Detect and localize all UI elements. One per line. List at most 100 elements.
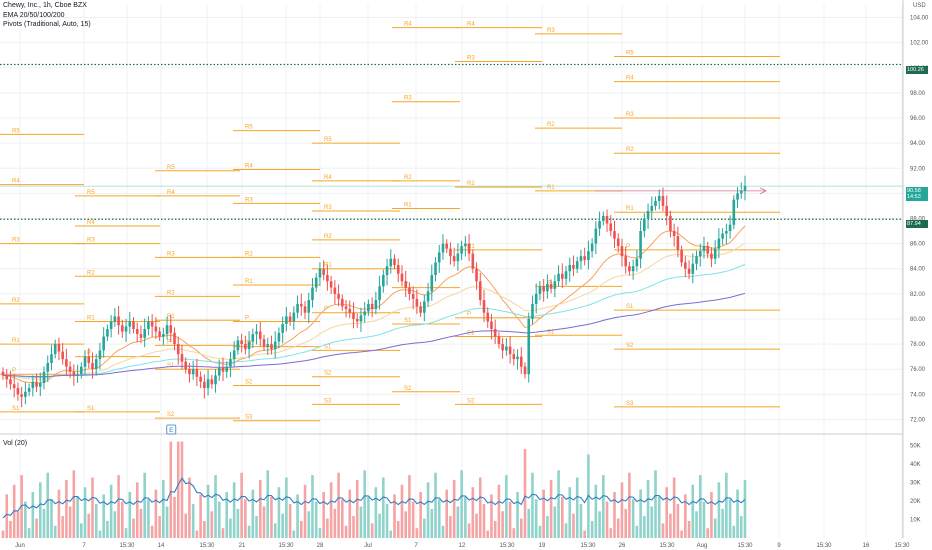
earnings-marker: [166, 424, 177, 435]
volume-bar: [65, 479, 68, 538]
time-axis[interactable]: Jun 7 15:30 14 15:30 21 15:30 28 Jul 7 12 15:30 19 15…: [15, 543, 910, 549]
pivot-label-P: P: [167, 339, 171, 345]
currency-label[interactable]: USD: [913, 3, 926, 9]
time-tick-label: 15:30: [499, 543, 515, 549]
volume-bar: [277, 487, 281, 538]
candle-body: [12, 384, 16, 389]
candle-body: [348, 308, 352, 313]
candle-body: [717, 238, 721, 249]
pivot-label-P: P: [245, 315, 249, 321]
time-tick-label: 15:30: [278, 543, 294, 549]
pivot-label-S2: S2: [626, 343, 634, 349]
candle-body: [27, 388, 31, 392]
candle-body: [91, 362, 94, 370]
volume-bar: [568, 487, 572, 538]
volume-bar: [598, 511, 601, 538]
candle-body: [72, 371, 76, 376]
volume-bar: [721, 508, 724, 538]
candle-body: [590, 243, 594, 252]
volume-bar: [661, 523, 665, 538]
volume-bar: [732, 525, 736, 538]
candle-body: [20, 394, 23, 397]
pivot-label-R1: R1: [324, 263, 332, 269]
candle-body: [643, 218, 646, 232]
symbol-legend[interactable]: Chewy, Inc., 1h, Cboe BZX: [3, 2, 87, 9]
price-tick-label: 92.00: [910, 166, 926, 172]
candle-body: [508, 346, 512, 355]
price-tick-label: 78.00: [910, 342, 926, 348]
candle-body: [512, 354, 516, 360]
volume-bar: [273, 523, 277, 538]
volume-bar: [743, 479, 747, 538]
candle-body: [266, 344, 270, 347]
volume-bar: [203, 520, 206, 538]
volume-bar: [180, 441, 184, 538]
volume-bar: [415, 528, 419, 538]
candle-body: [609, 223, 613, 232]
time-tick-label: 21: [239, 543, 246, 549]
volume-bar: [490, 494, 493, 538]
price-tick-label: 88.00: [910, 217, 926, 223]
pivots-legend[interactable]: Pivots (Traditional, Auto, 15): [3, 21, 91, 28]
price-tick-label: 96.00: [910, 116, 926, 122]
time-tick-label: 15:30: [737, 543, 753, 549]
candle-body: [270, 344, 273, 350]
volume-bar: [382, 477, 385, 538]
volume-bar: [83, 487, 87, 538]
candle-body: [598, 221, 601, 229]
volume-bar: [665, 487, 668, 538]
time-tick-label: 15:30: [199, 543, 215, 549]
volume-bar: [739, 516, 743, 538]
candle-body: [143, 329, 146, 338]
volume-bar: [288, 504, 292, 538]
price-tick-label: 98.00: [910, 91, 926, 97]
candle-body: [232, 350, 236, 360]
pivot-label-S1: S1: [12, 406, 20, 412]
pivot-label-R1: R1: [626, 206, 634, 212]
time-tick-label: 12: [459, 543, 466, 549]
volume-bar: [195, 530, 199, 538]
volume-bar: [299, 520, 303, 538]
candle-body: [121, 325, 124, 332]
volume-bar: [367, 496, 370, 538]
pivot-label-R5: R5: [87, 190, 95, 196]
volume-bar: [344, 525, 348, 538]
time-tick-label: 14: [158, 543, 165, 549]
volume-bar: [352, 516, 355, 538]
volume-bar: [635, 525, 639, 538]
volume-bar: [72, 470, 76, 538]
volume-bar: [620, 482, 624, 538]
candle-body: [680, 249, 683, 263]
time-tick-label: 28: [317, 543, 324, 549]
candle-body: [620, 246, 624, 257]
candle-body: [229, 359, 232, 367]
candle-body: [531, 303, 534, 319]
candle-body: [206, 379, 210, 389]
ema-100-line: [2, 263, 746, 379]
volume-bar: [42, 508, 46, 538]
ema-legend[interactable]: EMA 20/50/100/200: [3, 12, 65, 19]
volume-bar: [150, 525, 154, 538]
volume-axis[interactable]: 50K 40K 30K 20K 10K: [910, 443, 921, 523]
volume-bar: [579, 504, 583, 538]
volume-bar: [508, 501, 512, 538]
candle-body: [374, 300, 378, 309]
volume-legend[interactable]: Vol (20): [3, 440, 28, 447]
candle-body: [657, 195, 661, 201]
candle-body: [31, 381, 35, 389]
upper-line-price-tag: 100.26: [906, 66, 928, 74]
candle-body: [616, 238, 620, 247]
price-tick-label: 84.00: [910, 267, 926, 273]
candle-body: [713, 248, 717, 259]
volume-bar: [531, 472, 534, 538]
candle-body: [676, 236, 680, 250]
volume-bar: [38, 482, 42, 538]
candle-body: [53, 344, 57, 355]
volume-bar: [385, 504, 389, 538]
volume-bar: [341, 499, 344, 538]
volume-bar: [602, 475, 605, 538]
volume-bar: [292, 530, 296, 538]
volume-bar: [467, 523, 471, 538]
